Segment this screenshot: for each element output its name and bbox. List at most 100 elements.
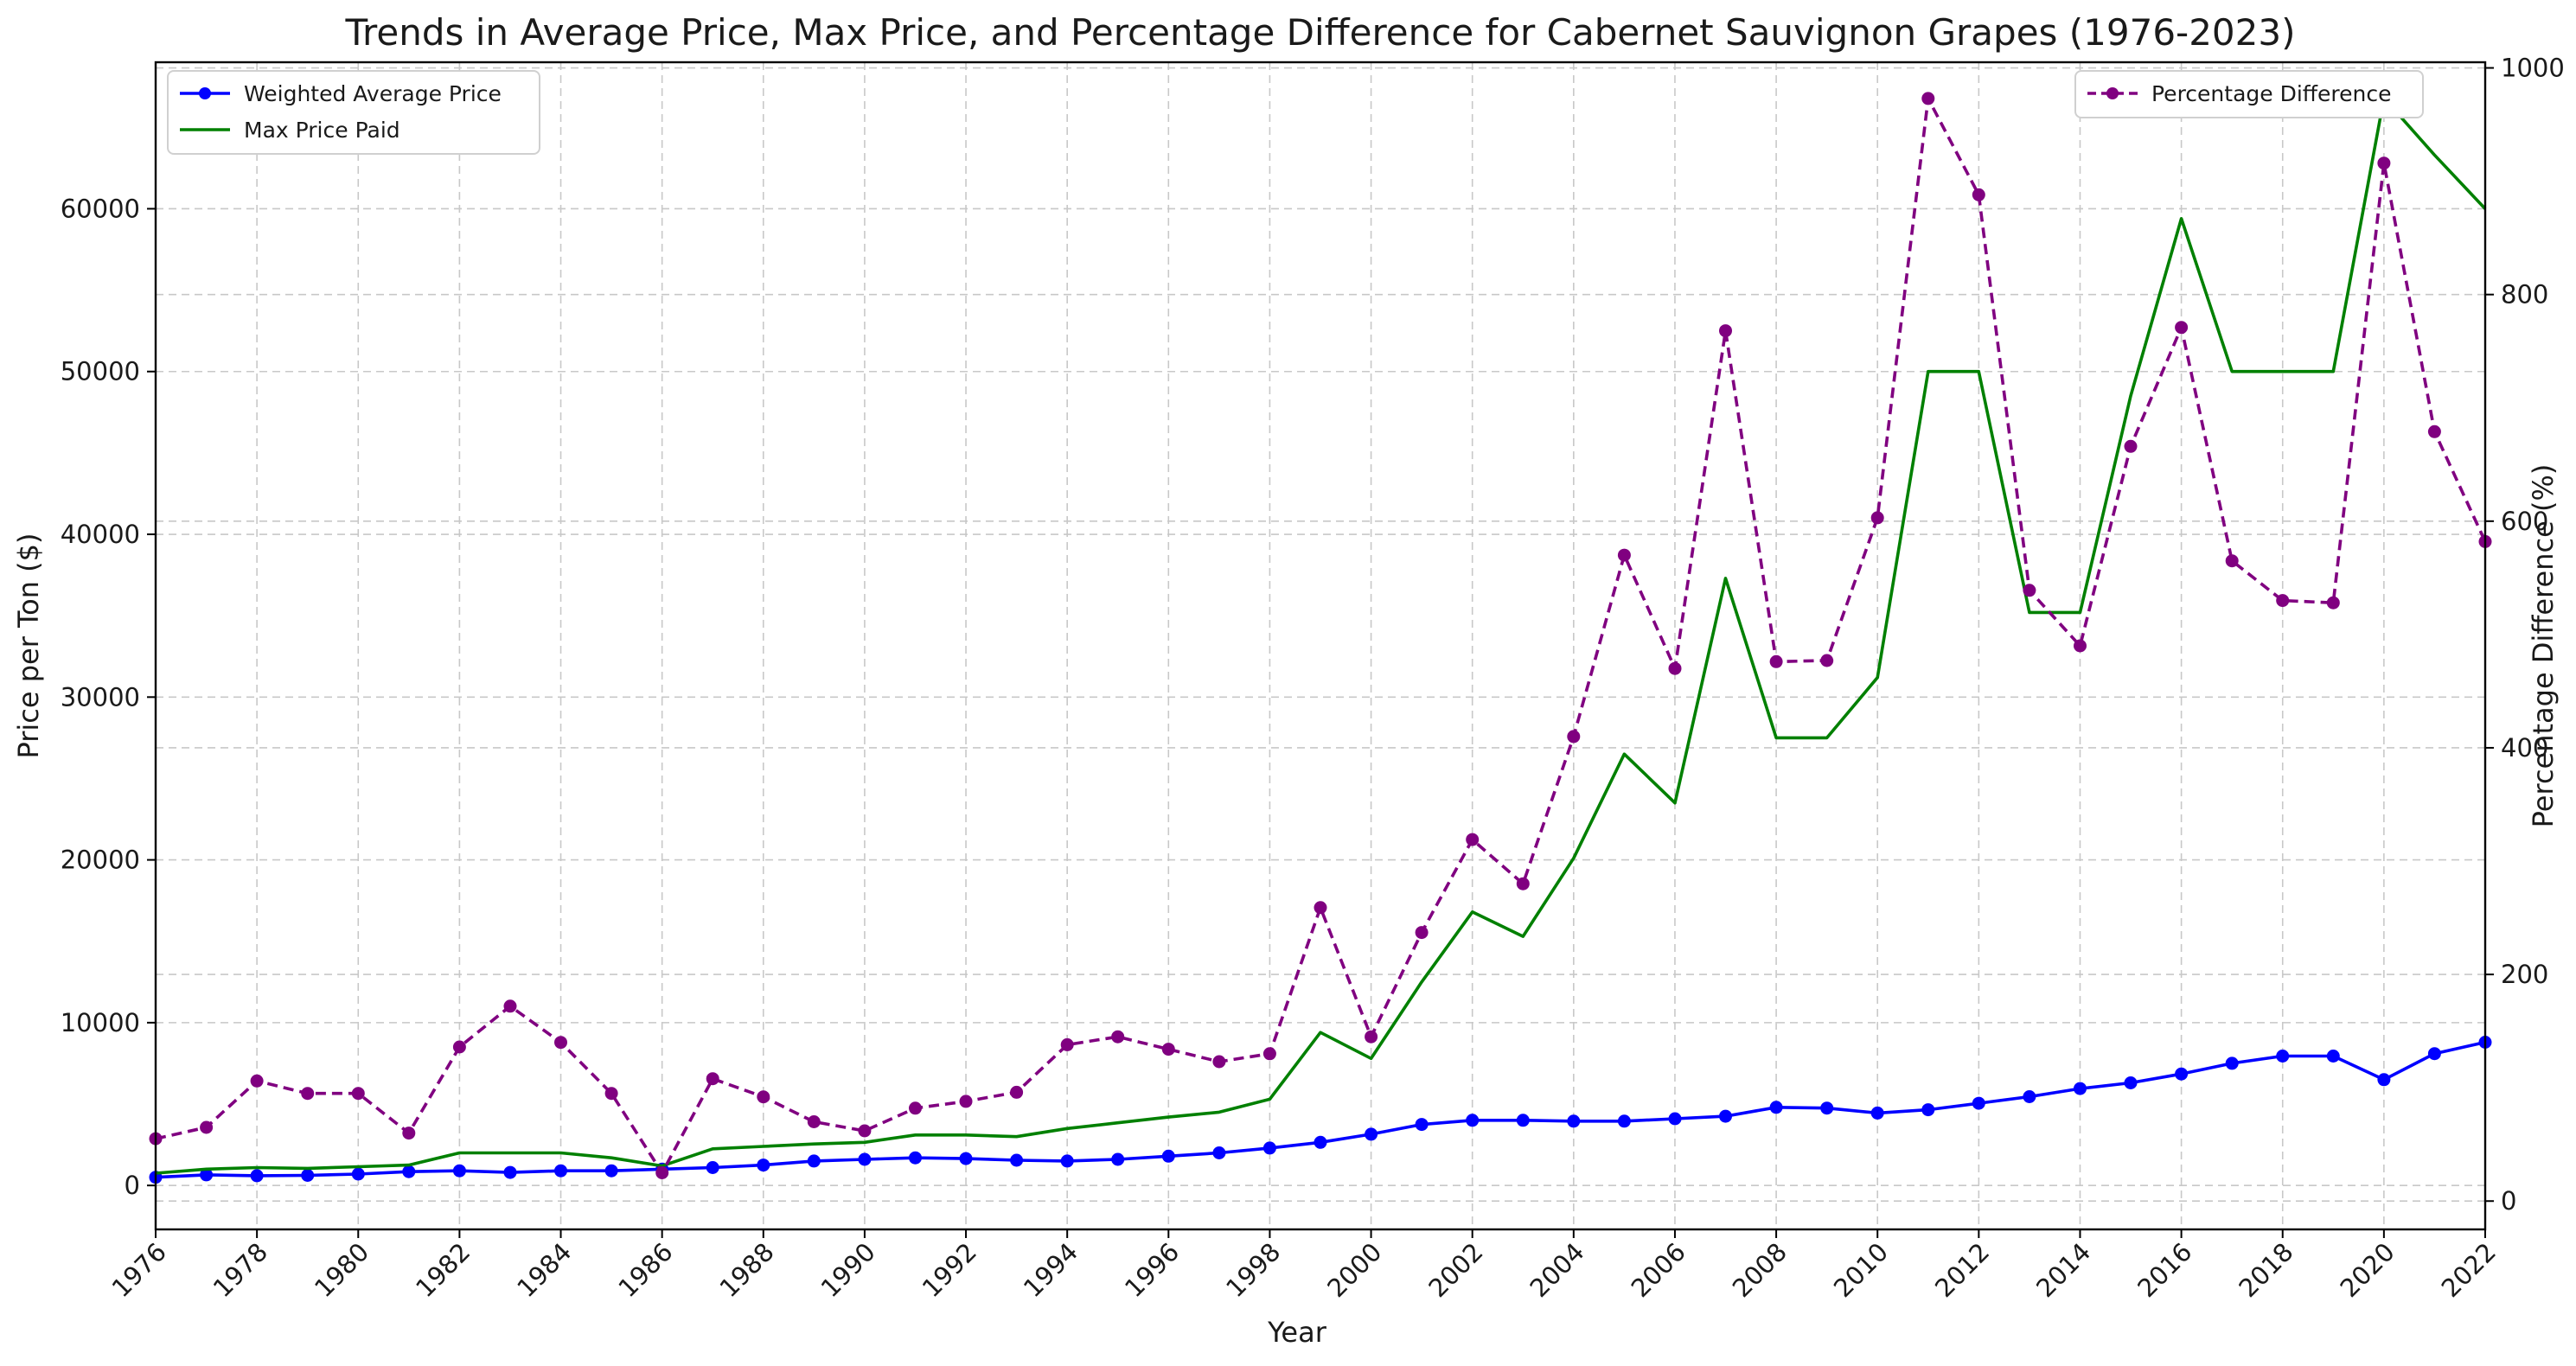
- data-point-percentage-difference: [1769, 654, 1783, 668]
- data-point-percentage-difference: [807, 1115, 821, 1128]
- data-point-weighted-average-price: [2074, 1082, 2087, 1095]
- legend-marker-percentage-difference: [2106, 87, 2119, 99]
- legend-left: Weighted Average Price Max Price Paid: [167, 70, 540, 155]
- y2-tick-label: 800: [2501, 280, 2548, 310]
- data-point-weighted-average-price: [2175, 1067, 2189, 1081]
- y2-tick-label: 1000: [2501, 54, 2565, 83]
- data-point-weighted-average-price: [858, 1152, 872, 1166]
- data-point-percentage-difference: [1870, 511, 1884, 525]
- data-point-weighted-average-price: [1010, 1153, 1024, 1167]
- data-point-weighted-average-price: [1365, 1127, 1378, 1141]
- data-point-percentage-difference: [2326, 596, 2340, 610]
- x-tick-label: 2008: [1727, 1237, 1793, 1303]
- data-point-percentage-difference: [2276, 594, 2290, 608]
- data-point-weighted-average-price: [200, 1168, 214, 1182]
- data-point-percentage-difference: [301, 1087, 315, 1101]
- data-point-percentage-difference: [1212, 1055, 1226, 1069]
- chart-title: Trends in Average Price, Max Price, and …: [345, 11, 2296, 54]
- data-point-percentage-difference: [1516, 877, 1530, 890]
- data-point-percentage-difference: [655, 1166, 669, 1179]
- data-point-percentage-difference: [200, 1120, 214, 1134]
- series-line-weighted-average-price: [155, 1040, 2486, 1179]
- x-tick-label: 1998: [1220, 1237, 1286, 1303]
- data-point-weighted-average-price: [1567, 1114, 1581, 1128]
- data-point-percentage-difference: [503, 999, 517, 1013]
- legend-left-box: [167, 70, 540, 155]
- x-axis-label: Year: [1267, 1316, 1327, 1349]
- data-point-percentage-difference: [1161, 1043, 1175, 1056]
- x-tick-label: 1982: [410, 1237, 476, 1303]
- series-layer: [149, 92, 2492, 1184]
- data-point-weighted-average-price: [351, 1167, 365, 1181]
- data-point-percentage-difference: [1466, 833, 1480, 846]
- x-tick-label: 2010: [1828, 1237, 1894, 1303]
- data-point-weighted-average-price: [1617, 1114, 1631, 1128]
- x-tick-label: 2014: [2030, 1237, 2096, 1303]
- x-tick-label: 2004: [1525, 1237, 1590, 1303]
- data-point-weighted-average-price: [554, 1164, 567, 1178]
- data-point-percentage-difference: [1921, 92, 1935, 105]
- data-point-weighted-average-price: [1719, 1109, 1732, 1123]
- data-point-weighted-average-price: [1212, 1146, 1226, 1159]
- y-tick-label: 60000: [61, 194, 140, 223]
- data-point-weighted-average-price: [503, 1165, 517, 1179]
- x-tick-label: 1984: [511, 1237, 577, 1303]
- data-point-weighted-average-price: [909, 1151, 922, 1165]
- data-point-weighted-average-price: [706, 1161, 719, 1174]
- data-point-weighted-average-price: [2124, 1076, 2138, 1089]
- y2-tick-label: 600: [2501, 507, 2548, 536]
- plot-frame: [154, 61, 2487, 1231]
- data-point-percentage-difference: [250, 1074, 264, 1088]
- data-point-percentage-difference: [2023, 584, 2036, 597]
- x-tick-label: 2000: [1321, 1237, 1387, 1303]
- data-point-weighted-average-price: [1668, 1112, 1682, 1126]
- data-point-percentage-difference: [1567, 730, 1581, 744]
- y-tick-label: 30000: [61, 682, 140, 712]
- x-tick-label: 2016: [2132, 1237, 2197, 1303]
- data-point-percentage-difference: [452, 1040, 466, 1054]
- data-point-weighted-average-price: [1820, 1101, 1834, 1115]
- data-point-percentage-difference: [1617, 548, 1631, 562]
- data-point-weighted-average-price: [1060, 1154, 1074, 1168]
- data-point-percentage-difference: [604, 1087, 618, 1101]
- data-point-percentage-difference: [1365, 1030, 1378, 1044]
- data-point-percentage-difference: [1111, 1030, 1125, 1044]
- x-tick-label: 1986: [612, 1237, 678, 1303]
- data-point-percentage-difference: [757, 1090, 770, 1104]
- data-point-percentage-difference: [2074, 639, 2087, 653]
- data-point-percentage-difference: [959, 1095, 973, 1108]
- data-point-weighted-average-price: [2225, 1056, 2239, 1070]
- data-point-weighted-average-price: [402, 1165, 416, 1178]
- data-point-weighted-average-price: [2276, 1050, 2290, 1063]
- data-point-percentage-difference: [2124, 439, 2138, 453]
- series-line-percentage-difference: [155, 97, 2487, 1175]
- data-point-percentage-difference: [2175, 321, 2189, 335]
- data-point-weighted-average-price: [1111, 1152, 1125, 1166]
- data-point-weighted-average-price: [1972, 1096, 1985, 1110]
- x-tick-label: 1992: [917, 1237, 982, 1303]
- y2-axis-label: Percentage Difference (%): [2527, 464, 2560, 828]
- data-point-weighted-average-price: [1415, 1118, 1429, 1132]
- data-point-weighted-average-price: [1262, 1141, 1276, 1155]
- data-point-percentage-difference: [706, 1072, 719, 1086]
- legend-right: Percentage Difference: [2074, 70, 2424, 118]
- legend-right-box: [2074, 70, 2424, 118]
- legend-label-max-price: Max Price Paid: [244, 118, 400, 143]
- y2-tick-label: 400: [2501, 733, 2548, 763]
- legend-marker-weighted-average: [199, 87, 211, 99]
- data-point-percentage-difference: [2225, 554, 2239, 568]
- x-tick-label: 2022: [2436, 1237, 2502, 1303]
- data-point-percentage-difference: [1262, 1047, 1276, 1061]
- data-point-weighted-average-price: [757, 1159, 770, 1172]
- y2-tick-label: 200: [2501, 960, 2548, 989]
- legend-label-weighted-average: Weighted Average Price: [244, 81, 502, 106]
- data-point-weighted-average-price: [1161, 1149, 1175, 1163]
- data-point-percentage-difference: [554, 1036, 567, 1050]
- x-tick-label: 1978: [208, 1237, 273, 1303]
- data-point-percentage-difference: [2377, 156, 2391, 170]
- data-point-percentage-difference: [1719, 324, 1732, 338]
- x-tick-label: 1976: [106, 1237, 172, 1303]
- data-point-weighted-average-price: [1769, 1101, 1783, 1114]
- x-tick-label: 1990: [815, 1237, 881, 1303]
